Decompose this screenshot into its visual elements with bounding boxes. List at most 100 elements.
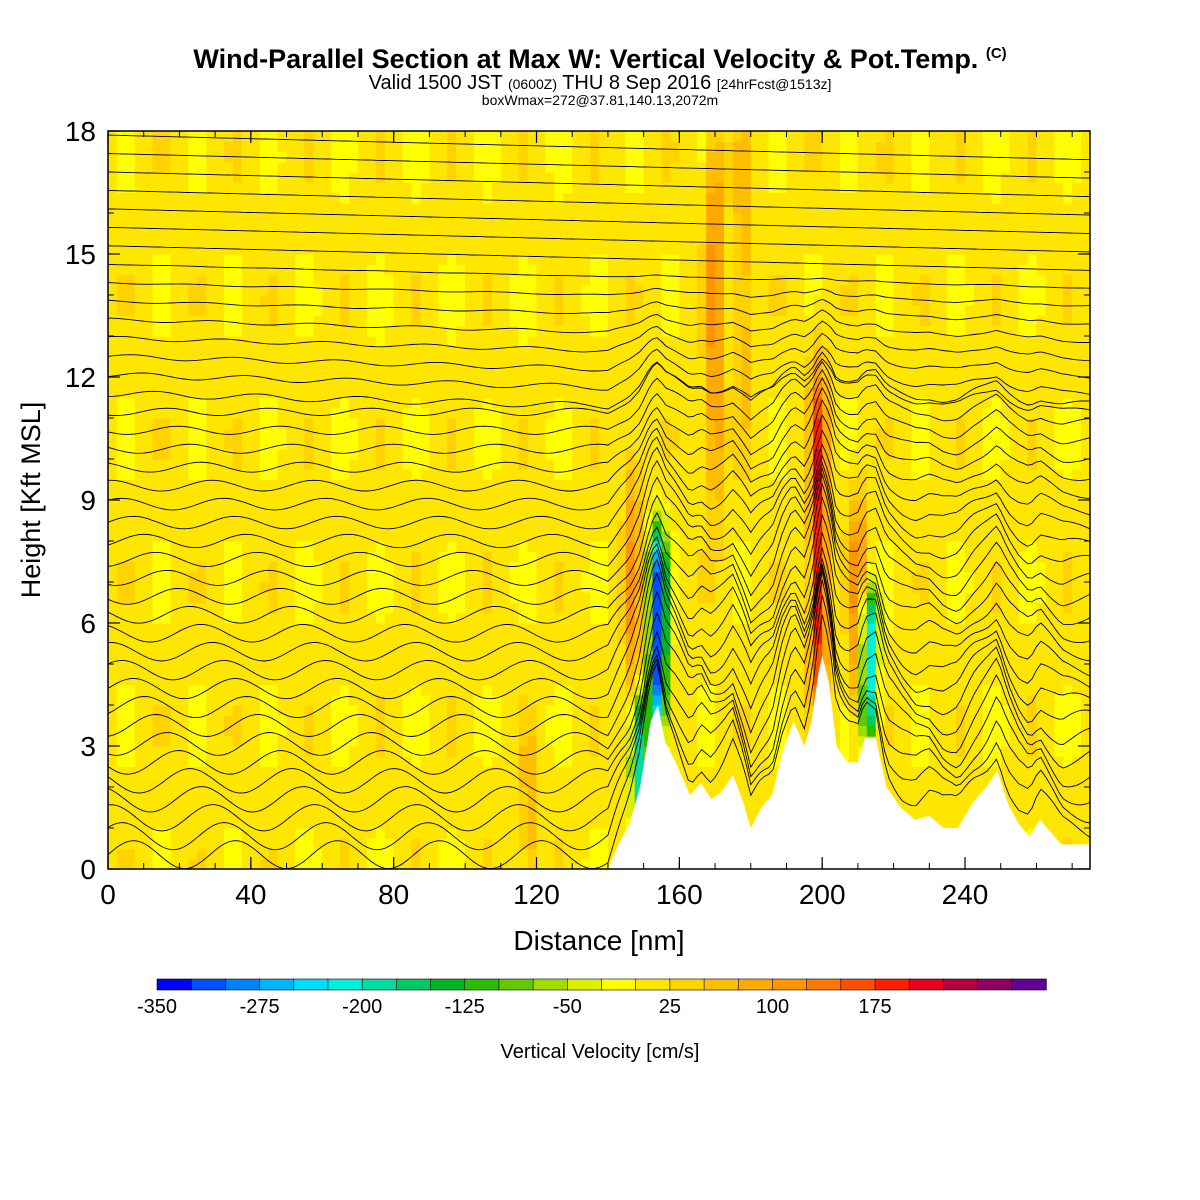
heatmap-cell bbox=[688, 500, 698, 511]
heatmap-cell bbox=[340, 766, 350, 778]
heatmap-cell bbox=[125, 223, 136, 235]
heatmap-cell bbox=[599, 295, 609, 306]
heatmap-cell bbox=[509, 746, 520, 757]
heatmap-cell bbox=[607, 377, 618, 388]
heatmap-cell bbox=[518, 705, 529, 716]
heatmap-cell bbox=[277, 510, 288, 522]
heatmap-cell bbox=[134, 592, 145, 604]
heatmap-cell bbox=[536, 674, 547, 686]
heatmap-cell bbox=[643, 172, 654, 183]
heatmap-cell bbox=[456, 715, 466, 727]
heatmap-cell bbox=[134, 131, 145, 142]
heatmap-cell bbox=[590, 223, 600, 235]
heatmap-cell bbox=[670, 705, 680, 716]
heatmap-cell bbox=[259, 530, 270, 542]
heatmap-cell bbox=[268, 161, 279, 173]
heatmap-cell bbox=[706, 500, 716, 511]
heatmap-cell bbox=[411, 438, 422, 450]
heatmap-cell bbox=[340, 776, 350, 788]
heatmap-cell bbox=[241, 479, 252, 491]
heatmap-cell bbox=[215, 787, 225, 798]
heatmap-cell bbox=[313, 735, 323, 747]
heatmap-cell bbox=[465, 469, 475, 481]
heatmap-cell bbox=[527, 407, 538, 419]
heatmap-cell bbox=[456, 746, 466, 757]
heatmap-cell bbox=[465, 479, 475, 491]
heatmap-cell bbox=[706, 592, 716, 604]
heatmap-cell bbox=[545, 828, 555, 839]
heatmap-cell bbox=[375, 397, 386, 409]
heatmap-cell bbox=[108, 284, 118, 296]
heatmap-cell bbox=[250, 377, 261, 388]
heatmap-cell bbox=[706, 530, 716, 542]
heatmap-cell bbox=[670, 407, 680, 419]
heatmap-cell bbox=[250, 295, 261, 306]
heatmap-cell bbox=[411, 325, 422, 337]
heatmap-cell bbox=[625, 776, 636, 788]
heatmap-cell bbox=[429, 223, 439, 235]
heatmap-cell bbox=[599, 387, 609, 399]
heatmap-cell bbox=[357, 141, 368, 153]
heatmap-cell bbox=[465, 346, 475, 358]
heatmap-cell bbox=[697, 387, 707, 399]
heatmap-cell bbox=[456, 459, 466, 470]
heatmap-cell bbox=[634, 448, 645, 460]
heatmap-cell bbox=[554, 694, 564, 706]
heatmap-cell bbox=[625, 561, 636, 573]
heatmap-cell bbox=[268, 213, 279, 224]
heatmap-cell bbox=[715, 735, 725, 747]
heatmap-cell bbox=[465, 582, 475, 593]
heatmap-cell bbox=[661, 633, 672, 645]
heatmap-cell bbox=[599, 377, 609, 388]
heatmap-cell bbox=[295, 325, 305, 337]
heatmap-cell bbox=[393, 787, 404, 798]
heatmap-cell bbox=[313, 479, 323, 491]
heatmap-cell bbox=[554, 756, 564, 768]
heatmap-cell bbox=[357, 807, 368, 819]
heatmap-cell bbox=[679, 705, 689, 716]
heatmap-cell bbox=[465, 418, 475, 429]
heatmap-cell bbox=[527, 264, 538, 276]
heatmap-cell bbox=[661, 356, 672, 368]
heatmap-cell bbox=[322, 592, 332, 604]
heatmap-cell bbox=[188, 202, 198, 214]
heatmap-cell bbox=[304, 787, 314, 798]
heatmap-cell bbox=[456, 653, 466, 665]
heatmap-cell bbox=[411, 541, 422, 552]
heatmap-cell bbox=[429, 469, 439, 481]
heatmap-cell bbox=[366, 787, 377, 798]
heatmap-cell bbox=[545, 848, 555, 860]
heatmap-cell bbox=[331, 684, 341, 696]
heatmap-cell bbox=[179, 397, 189, 409]
heatmap-cell bbox=[482, 479, 493, 491]
heatmap-cell bbox=[527, 797, 538, 809]
heatmap-cell bbox=[304, 233, 314, 245]
heatmap-cell bbox=[652, 469, 663, 481]
heatmap-cell bbox=[349, 356, 359, 368]
heatmap-cell bbox=[509, 264, 520, 276]
heatmap-cell bbox=[590, 776, 600, 788]
heatmap-cell bbox=[161, 643, 172, 655]
heatmap-cell bbox=[250, 612, 261, 624]
heatmap-cell bbox=[375, 438, 386, 450]
heatmap-cell bbox=[393, 161, 404, 173]
heatmap-cell bbox=[715, 315, 725, 327]
heatmap-cell bbox=[188, 633, 198, 645]
heatmap-cell bbox=[509, 807, 520, 819]
heatmap-cell bbox=[286, 551, 297, 563]
heatmap-cell bbox=[688, 172, 698, 183]
heatmap-cell bbox=[670, 366, 680, 378]
heatmap-cell bbox=[482, 746, 493, 757]
heatmap-cell bbox=[108, 776, 118, 788]
heatmap-cell bbox=[429, 520, 439, 532]
heatmap-cell bbox=[116, 602, 127, 614]
heatmap-cell bbox=[188, 787, 198, 798]
heatmap-cell bbox=[456, 438, 466, 450]
heatmap-cell bbox=[125, 305, 136, 317]
heatmap-cell bbox=[491, 151, 502, 163]
heatmap-cell bbox=[349, 428, 359, 440]
heatmap-cell bbox=[581, 151, 591, 163]
heatmap-cell bbox=[366, 479, 377, 491]
heatmap-cell bbox=[554, 592, 564, 604]
heatmap-cell bbox=[625, 715, 636, 727]
